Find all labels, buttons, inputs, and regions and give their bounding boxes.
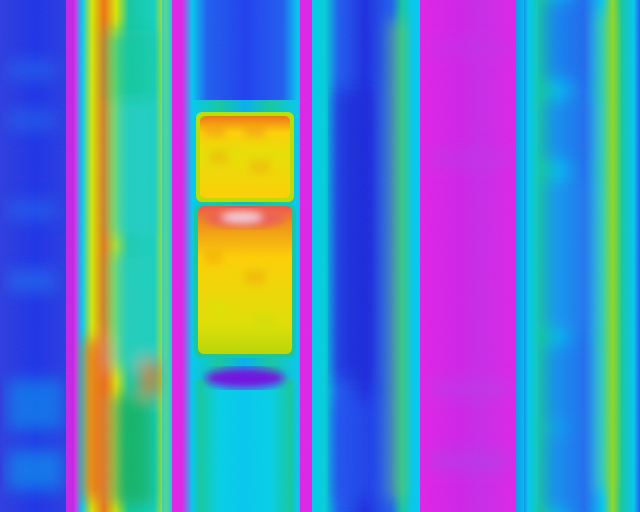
thermal-image-canvas bbox=[0, 0, 640, 512]
sensor-noise bbox=[0, 0, 640, 512]
thermal-image bbox=[0, 0, 640, 512]
